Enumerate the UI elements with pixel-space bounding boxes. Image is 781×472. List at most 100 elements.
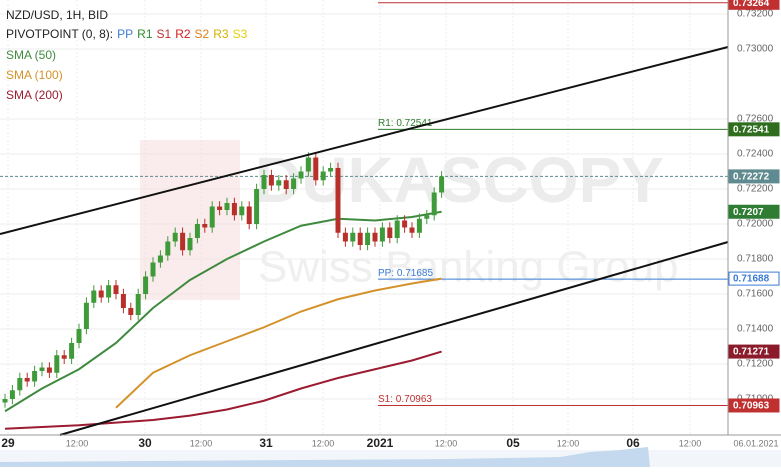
x-tick-label: 12:00: [435, 438, 458, 448]
price-marker-label: 0.71688: [733, 274, 770, 285]
sma-line: [4, 350, 442, 430]
price-marker: [728, 204, 780, 219]
candle-body: [372, 232, 378, 242]
price-marker-label: 0.70963: [733, 401, 770, 412]
legend-entry: SMA (50): [6, 48, 56, 62]
y-tick-label: 0.71400: [737, 324, 774, 335]
candle-body: [261, 175, 267, 189]
candle-body: [365, 232, 371, 245]
indicator-item: S1: [157, 27, 172, 41]
sma-line: [4, 210, 442, 413]
candle-body: [61, 355, 67, 359]
price-marker: [728, 271, 780, 286]
watermark-logo: [140, 140, 240, 300]
candle-body: [416, 218, 422, 233]
candle-body: [424, 215, 430, 219]
price-marker: [728, 169, 780, 184]
y-tick-label: 0.73200: [737, 9, 774, 20]
candle-body: [305, 157, 311, 172]
x-tick-label: 12:00: [312, 438, 335, 448]
candle-body: [276, 180, 282, 186]
navigator-area: [0, 447, 650, 467]
legend-title: NZD/USD, 1H, BID: [6, 8, 108, 22]
candle-body: [187, 238, 193, 251]
indicator-legend: PIVOTPOINT (0, 8): PP R1 S1 R2 S2 R3 S3: [6, 27, 248, 41]
price-marker: [728, 122, 780, 137]
candle-body: [172, 232, 178, 242]
sma-line: [115, 277, 442, 409]
candle-body: [194, 224, 200, 238]
price-marker-label: 0.72541: [733, 124, 770, 135]
candle-body: [224, 203, 230, 210]
candle-body: [409, 227, 415, 233]
candle-body: [291, 178, 297, 189]
candle-body: [439, 176, 445, 193]
x-tick-label: 30: [138, 436, 152, 450]
candle-body: [394, 220, 400, 238]
candle-body: [180, 232, 186, 251]
x-tick-label: 2021: [367, 436, 394, 450]
legend-entry: SMA (200): [6, 88, 63, 102]
candle-body: [165, 241, 171, 256]
pivot-label: PP: 0.71685: [378, 268, 433, 279]
pivot-label: S1: 0.70963: [378, 394, 432, 405]
candle-body: [387, 227, 393, 238]
candle-body: [350, 232, 356, 242]
price-marker: [728, 398, 780, 413]
candle-body: [328, 168, 334, 172]
price-marker-label: 0.71271: [733, 347, 770, 358]
price-marker: [728, 0, 780, 10]
y-tick-label: 0.71200: [737, 359, 774, 370]
x-tick-label: 05: [506, 436, 520, 450]
x-tick-label: 31: [259, 436, 273, 450]
indicator-item: R1: [137, 27, 153, 41]
candle-body: [150, 262, 156, 277]
candle-body: [335, 168, 341, 233]
candle-body: [91, 290, 97, 303]
candle-body: [209, 206, 215, 228]
trend-line: [59, 241, 729, 436]
indicator-label: PIVOTPOINT (0, 8):: [6, 27, 113, 41]
y-tick-label: 0.72200: [737, 184, 774, 195]
candle-body: [239, 206, 245, 216]
candle-body: [2, 399, 8, 403]
candle-body: [320, 171, 326, 181]
y-tick-label: 0.72000: [737, 219, 774, 230]
candle-body: [120, 294, 126, 308]
x-tick-label: 29: [1, 436, 15, 450]
candle-body: [231, 203, 237, 216]
candle-body: [431, 192, 437, 216]
candle-body: [135, 294, 141, 315]
candle-body: [357, 232, 363, 245]
y-tick-label: 0.71800: [737, 254, 774, 265]
y-tick-label: 0.71600: [737, 289, 774, 300]
candle-body: [283, 180, 289, 189]
indicator-item: R3: [213, 27, 229, 41]
candle-body: [254, 189, 260, 224]
pivot-label: R2: 0.73264: [378, 0, 433, 2]
indicator-item: R2: [175, 27, 191, 41]
x-tick-label: 12:00: [190, 438, 213, 448]
candle-body: [9, 390, 15, 399]
candle-body: [17, 378, 23, 391]
candle-body: [202, 224, 208, 228]
y-tick-label: 0.73000: [737, 44, 774, 55]
pivot-label: R1: 0.72541: [378, 118, 433, 129]
candle-body: [402, 220, 408, 228]
candle-body: [157, 255, 163, 263]
candle-body: [32, 371, 38, 382]
price-marker-label: 0.7207: [733, 207, 764, 218]
candle-body: [83, 302, 89, 329]
y-tick-label: 0.72600: [737, 114, 774, 125]
x-tick-label: 06.01.2021: [733, 438, 778, 448]
candle-body: [246, 206, 252, 224]
candle-body: [69, 343, 75, 359]
y-tick-label: 0.72400: [737, 149, 774, 160]
price-marker: [728, 344, 780, 359]
indicator-item: S3: [233, 27, 248, 41]
legend: NZD/USD, 1H, BID PIVOTPOINT (0, 8): PP R1 S…: [6, 8, 248, 102]
trend-line: [0, 46, 729, 235]
x-tick-label: 06: [626, 436, 640, 450]
indicator-item: S2: [195, 27, 210, 41]
indicator-item: PP: [117, 27, 133, 41]
